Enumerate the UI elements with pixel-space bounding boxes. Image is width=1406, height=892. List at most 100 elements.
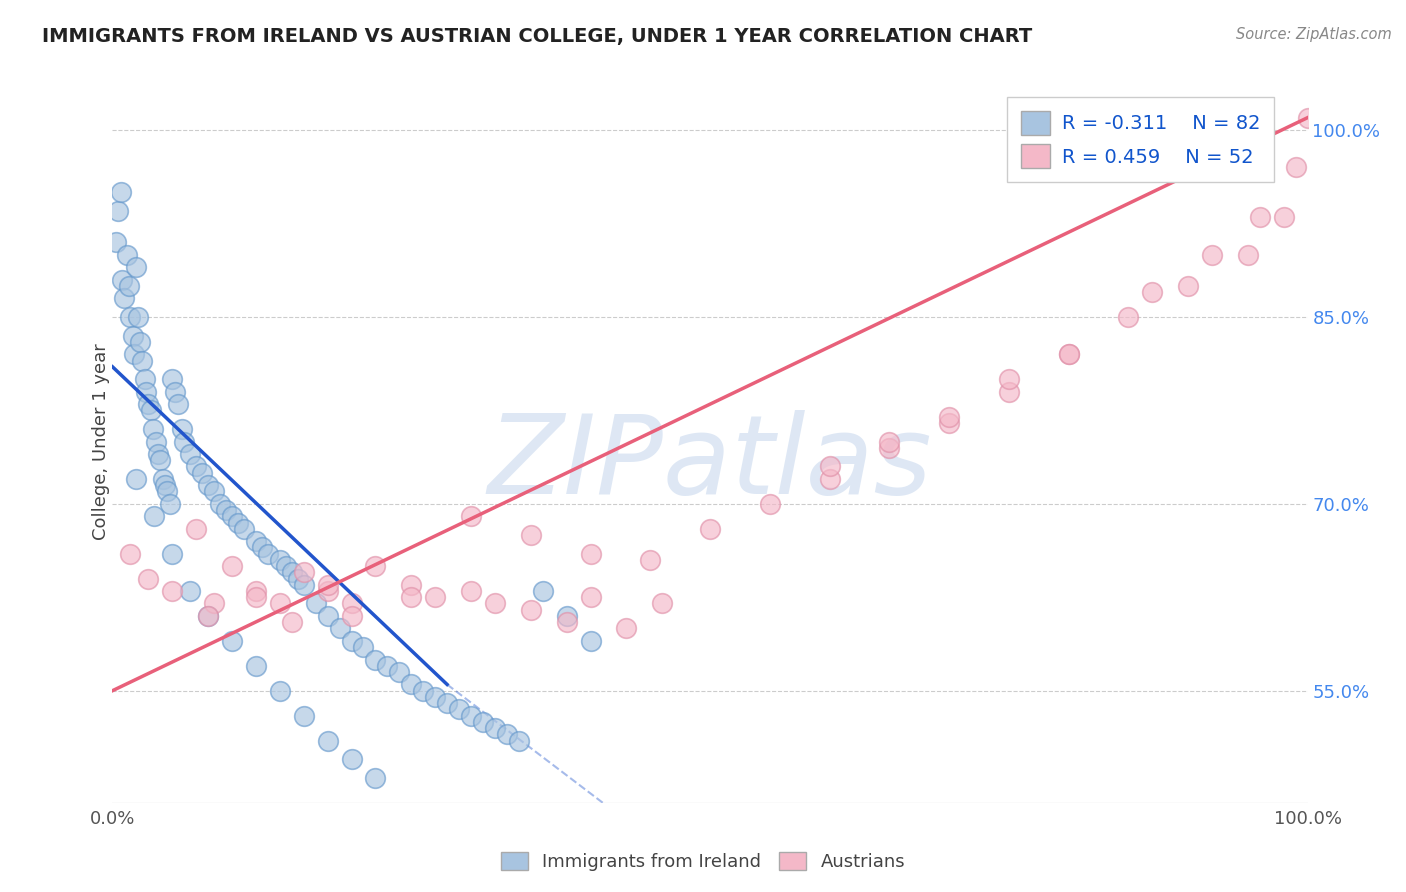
Point: [879, 434, 901, 449]
Point: [125, 472, 148, 486]
Point: [938, 416, 960, 430]
Point: [305, 597, 328, 611]
Point: [287, 572, 309, 586]
Point: [120, 310, 142, 324]
Point: [139, 403, 162, 417]
Point: [120, 547, 142, 561]
Point: [425, 591, 447, 605]
Point: [145, 434, 167, 449]
Point: [121, 328, 143, 343]
Point: [401, 677, 423, 691]
Point: [340, 752, 363, 766]
Point: [879, 441, 901, 455]
Point: [162, 547, 183, 561]
Point: [460, 708, 482, 723]
Point: [186, 459, 208, 474]
Point: [555, 609, 578, 624]
Point: [340, 633, 363, 648]
Point: [364, 559, 387, 574]
Point: [281, 566, 304, 580]
Legend: Immigrants from Ireland, Austrians: Immigrants from Ireland, Austrians: [494, 845, 912, 879]
Point: [1296, 111, 1319, 125]
Point: [460, 509, 482, 524]
Point: [425, 690, 447, 704]
Legend: R = -0.311    N = 82, R = 0.459    N = 52: R = -0.311 N = 82, R = 0.459 N = 52: [1008, 97, 1274, 182]
Point: [1249, 211, 1271, 225]
Point: [1201, 248, 1223, 262]
Point: [250, 541, 273, 555]
Point: [377, 658, 399, 673]
Point: [340, 597, 363, 611]
Point: [412, 683, 434, 698]
Point: [221, 559, 243, 574]
Point: [401, 591, 423, 605]
Text: IMMIGRANTS FROM IRELAND VS AUSTRIAN COLLEGE, UNDER 1 YEAR CORRELATION CHART: IMMIGRANTS FROM IRELAND VS AUSTRIAN COLL…: [42, 27, 1032, 45]
Point: [508, 733, 530, 747]
Point: [555, 615, 578, 630]
Point: [401, 578, 423, 592]
Point: [129, 334, 152, 349]
Point: [146, 447, 169, 461]
Point: [1272, 211, 1295, 225]
Point: [818, 472, 841, 486]
Point: [138, 397, 160, 411]
Point: [340, 609, 363, 624]
Point: [364, 652, 387, 666]
Point: [142, 422, 165, 436]
Point: [114, 291, 135, 305]
Point: [209, 497, 232, 511]
Point: [105, 235, 128, 250]
Point: [472, 714, 495, 729]
Point: [316, 733, 339, 747]
Point: [179, 584, 201, 599]
Point: [759, 497, 782, 511]
Point: [167, 397, 190, 411]
Point: [107, 204, 129, 219]
Point: [125, 260, 148, 274]
Point: [163, 384, 186, 399]
Point: [245, 591, 267, 605]
Point: [531, 584, 554, 599]
Point: [215, 503, 238, 517]
Point: [118, 278, 141, 293]
Point: [274, 559, 297, 574]
Point: [127, 310, 149, 324]
Point: [292, 708, 315, 723]
Point: [115, 248, 138, 262]
Point: [197, 609, 219, 624]
Point: [699, 522, 721, 536]
Point: [110, 186, 132, 200]
Text: Source: ZipAtlas.com: Source: ZipAtlas.com: [1236, 27, 1392, 42]
Point: [111, 272, 134, 286]
Point: [1285, 161, 1308, 175]
Point: [245, 584, 267, 599]
Point: [292, 578, 315, 592]
Point: [388, 665, 411, 679]
Point: [134, 372, 156, 386]
Point: [135, 384, 157, 399]
Point: [316, 584, 339, 599]
Point: [245, 534, 267, 549]
Point: [496, 727, 519, 741]
Point: [818, 459, 841, 474]
Point: [1177, 278, 1199, 293]
Point: [221, 509, 243, 524]
Point: [449, 702, 471, 716]
Point: [152, 472, 174, 486]
Point: [191, 466, 214, 480]
Point: [938, 409, 960, 424]
Point: [226, 516, 249, 530]
Point: [436, 696, 458, 710]
Point: [233, 522, 256, 536]
Point: [153, 478, 176, 492]
Point: [162, 584, 183, 599]
Point: [143, 509, 166, 524]
Point: [1142, 285, 1164, 299]
Point: [460, 584, 482, 599]
Point: [998, 384, 1021, 399]
Point: [173, 434, 195, 449]
Point: [640, 553, 662, 567]
Point: [316, 609, 339, 624]
Point: [1118, 310, 1140, 324]
Point: [281, 615, 304, 630]
